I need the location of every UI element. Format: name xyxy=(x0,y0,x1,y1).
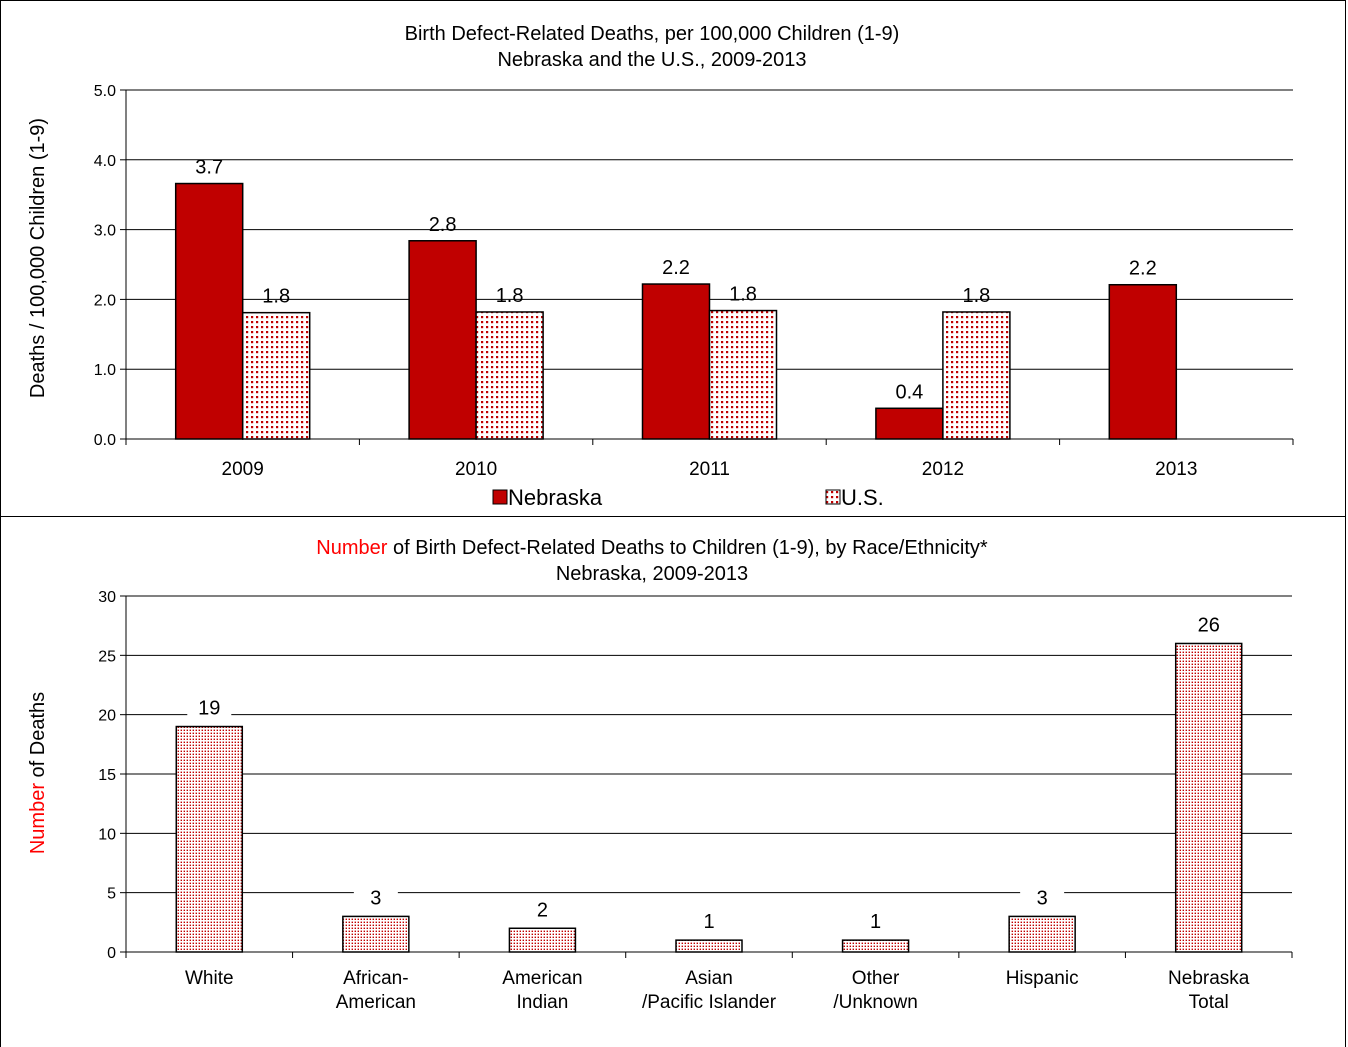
chart1-y-tick-label: 5.0 xyxy=(94,83,116,100)
data-label-nebraska-2012: 0.4 xyxy=(895,381,923,403)
chart2-x-tick-label: African- American xyxy=(336,968,416,1013)
chart1-bars xyxy=(174,182,1178,440)
data-label-nebraska-2010: 2.8 xyxy=(429,214,457,236)
bar-hispanic xyxy=(1008,915,1076,953)
chart2-x-tick-label-line: Asian xyxy=(685,968,733,989)
chart2-y-tick-label: 5 xyxy=(107,886,116,903)
chart2-x-tick-label-line: /Unknown xyxy=(833,992,918,1013)
data-label-asian-pacific-islander: 1 xyxy=(703,911,714,933)
data-label-hispanic: 3 xyxy=(1037,887,1048,909)
chart1-y-tick-label: 0.0 xyxy=(94,432,116,449)
chart1-title-line2: Nebraska and the U.S., 2009-2013 xyxy=(497,49,806,71)
chart2-y-tick-label: 15 xyxy=(98,767,116,784)
chart2-y-tick-label: 30 xyxy=(98,589,116,606)
bar-nebraska-2013 xyxy=(1108,283,1178,440)
bar-nebraska-2012 xyxy=(875,407,944,440)
data-label-u-s-2010: 1.8 xyxy=(496,285,524,307)
data-label-u-s-2012: 1.8 xyxy=(962,285,990,307)
data-label-nebraska-2011: 2.2 xyxy=(662,257,690,279)
data-label-african-american: 3 xyxy=(370,887,381,909)
legend-label-us: U.S. xyxy=(841,485,884,510)
legend-swatch-nebraska xyxy=(492,489,508,505)
chart2-x-tick-label-line: Nebraska xyxy=(1168,968,1250,989)
chart1-title-line1: Birth Defect-Related Deaths, per 100,000… xyxy=(405,23,900,45)
chart2-ylabel-accent: Number xyxy=(27,783,49,854)
data-label-bg-american-indian xyxy=(520,896,565,923)
data-label-bg-asian-pacific-islander xyxy=(687,908,731,935)
bar-nebraska-2010 xyxy=(408,240,477,440)
chart2-x-tick-label-line: Total xyxy=(1189,992,1229,1013)
data-label-bg-other-unknown xyxy=(853,908,898,935)
data-label-u-s-2011: 1.8 xyxy=(729,284,757,306)
data-label-bg-african-american xyxy=(353,884,398,911)
chart1-x-tick-label: 2013 xyxy=(1155,459,1197,480)
chart1-y-tick-label: 4.0 xyxy=(94,153,116,170)
chart2-title-accent: Number xyxy=(316,537,387,559)
data-label-bg-nebraska-total xyxy=(1186,611,1231,638)
data-label-nebraska-total: 26 xyxy=(1198,614,1220,636)
chart2-title-rest: of Birth Defect-Related Deaths to Childr… xyxy=(387,537,987,559)
data-label-nebraska-2013: 2.2 xyxy=(1129,258,1157,280)
chart1-y-tick-label: 1.0 xyxy=(94,362,116,379)
bar-nebraska-2009 xyxy=(174,182,244,440)
bar-asian-pacific-islander xyxy=(675,939,743,953)
chart1-data-labels: 3.7 1.8 2.8 1.8 2.2 1.8 0.4 1.8 2.2 xyxy=(195,157,1156,404)
chart2-x-tick-label-line: American xyxy=(502,968,582,989)
data-label-other-unknown: 1 xyxy=(870,911,881,933)
bar-nebraska-2011 xyxy=(641,283,711,440)
chart2-x-tick-label: American Indian xyxy=(502,968,582,1013)
chart2-x-tick-label: Asian/Pacific Islander xyxy=(642,968,777,1013)
bar-african-american xyxy=(342,915,410,953)
chart2-x-tick-label-line: Hispanic xyxy=(1006,968,1079,989)
chart2-y-tick-label: 20 xyxy=(98,708,116,725)
chart2-x-tick-label: White xyxy=(185,968,234,989)
bar-u-s-2009 xyxy=(241,311,311,440)
chart2-ylabel-rest: of Deaths xyxy=(27,692,49,783)
data-label-nebraska-2009: 3.7 xyxy=(195,157,223,179)
chart1-y-tick-label: 3.0 xyxy=(94,223,116,240)
chart2-data-labels: 19 3 2 1 1 3 26 xyxy=(187,611,1231,935)
chart2-title-line1: Number of Birth Defect-Related Deaths to… xyxy=(316,537,988,559)
chart1-legend: Nebraska U.S. xyxy=(492,485,884,510)
data-label-u-s-2009: 1.8 xyxy=(262,286,290,308)
chart2-x-tick-label-line: /Pacific Islander xyxy=(642,992,777,1013)
chart2-x-tick-label-line: White xyxy=(185,968,234,989)
chart2-y-tick-label: 25 xyxy=(98,648,116,665)
bar-u-s-2011 xyxy=(708,309,778,440)
chart2-title-line2: Nebraska, 2009-2013 xyxy=(556,563,748,585)
data-label-bg-hispanic xyxy=(1020,884,1065,911)
legend-label-nebraska: Nebraska xyxy=(508,485,603,510)
bar-other-unknown xyxy=(841,939,910,953)
chart2-x-tick-label: Nebraska Total xyxy=(1168,968,1250,1013)
chart1-y-axis-label: Deaths / 100,000 Children (1-9) xyxy=(27,118,49,398)
chart2-y-axis-label: Number of Deaths xyxy=(27,692,49,854)
data-label-white: 19 xyxy=(198,698,220,720)
bar-u-s-2012 xyxy=(942,311,1011,440)
chart2-bars xyxy=(175,642,1243,953)
chart1-y-tick-label: 2.0 xyxy=(94,292,116,309)
chart2-x-tick-label-line: Other xyxy=(852,968,900,989)
chart2-x-tick-label: Hispanic xyxy=(1006,968,1079,989)
chart1-x-tick-label: 2009 xyxy=(222,459,264,480)
chart2-gridlines xyxy=(126,595,1292,894)
data-label-american-indian: 2 xyxy=(537,899,548,921)
chart1-x-tick-label: 2011 xyxy=(689,459,730,480)
bar-nebraska-total xyxy=(1174,642,1243,953)
bar-white xyxy=(175,725,244,953)
legend-swatch-us xyxy=(825,489,841,505)
bar-u-s-2010 xyxy=(475,311,544,440)
chart2-y-tick-label: 10 xyxy=(98,826,116,843)
data-label-bg-white xyxy=(187,694,232,721)
chart1-axes: 0.0 1.0 2.0 3.0 4.0 5.0 2009 2010 2011 2012 2013 xyxy=(94,83,1294,480)
chart2-x-tick-label-line: Indian xyxy=(517,992,569,1013)
chart2-x-tick-label-line: American xyxy=(336,992,416,1013)
chart1-x-tick-label: 2012 xyxy=(922,459,964,480)
chart2-y-tick-label: 0 xyxy=(107,945,116,962)
chart1-x-tick-label: 2010 xyxy=(455,459,497,480)
chart2-x-tick-label-line: African- xyxy=(343,968,408,989)
bar-american-indian xyxy=(508,927,577,953)
chart2-x-tick-label: Other/Unknown xyxy=(833,968,918,1013)
